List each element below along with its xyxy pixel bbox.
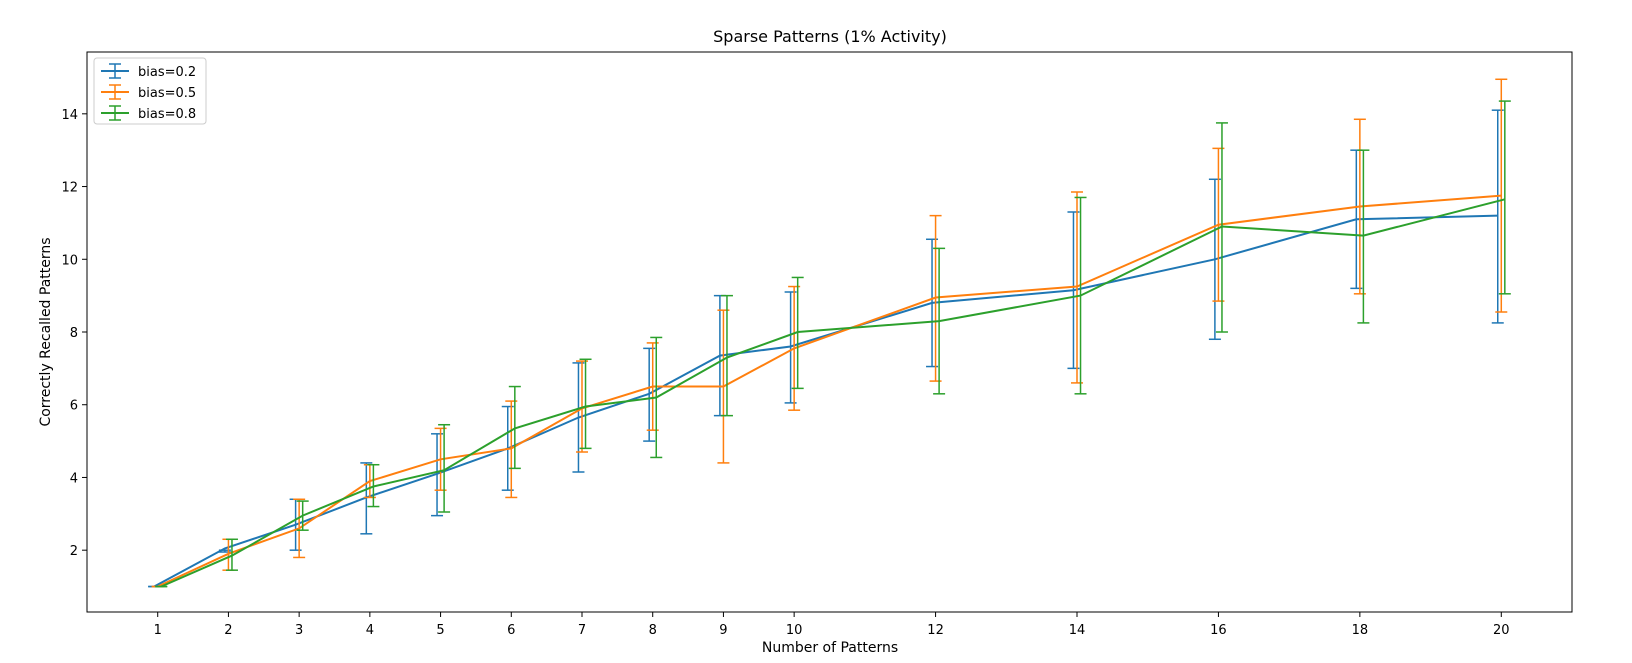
legend-label: bias=0.2 [138, 65, 196, 80]
x-tick-label: 3 [295, 623, 303, 638]
x-tick-label: 5 [436, 623, 444, 638]
legend-item: bias=0.5 [101, 84, 196, 101]
legend-item: bias=0.2 [101, 63, 196, 80]
series-line [157, 194, 1502, 588]
series-2 [151, 78, 1508, 588]
y-tick-label: 8 [70, 326, 78, 341]
x-tick-label: 18 [1352, 623, 1369, 638]
legend-label: bias=0.8 [138, 107, 196, 122]
x-tick-label: 6 [507, 623, 515, 638]
y-tick-label: 4 [70, 471, 78, 486]
y-tick-label: 14 [61, 108, 78, 123]
y-axis: 2 4 6 8 10 12 14 [61, 108, 87, 559]
x-tick-label: 10 [786, 623, 803, 638]
x-tick-label: 20 [1493, 623, 1510, 638]
x-axis: 1 2 3 4 5 6 7 8 9 10 12 14 16 18 20 [154, 612, 1510, 638]
y-tick-label: 2 [70, 544, 78, 559]
x-tick-label: 1 [154, 623, 162, 638]
series-line [160, 198, 1506, 588]
legend-item: bias=0.8 [101, 105, 196, 122]
x-tick-label: 2 [224, 623, 232, 638]
y-tick-label: 6 [70, 399, 78, 414]
x-tick-label: 8 [649, 623, 657, 638]
legend-box [93, 57, 207, 125]
x-tick-label: 4 [366, 623, 374, 638]
x-axis-label: Number of Patterns [762, 640, 898, 656]
x-tick-label: 9 [719, 623, 727, 638]
chart-title: Sparse Patterns (1% Activity) [713, 27, 947, 46]
series-3 [155, 100, 1511, 588]
y-tick-label: 12 [61, 181, 78, 196]
x-tick-label: 16 [1210, 623, 1227, 638]
plot-area [148, 78, 1511, 588]
x-tick-label: 12 [927, 623, 944, 638]
legend: bias=0.2 bias=0.5 bias=0.8 [93, 57, 207, 125]
legend-label: bias=0.5 [138, 86, 196, 101]
x-tick-label: 14 [1069, 623, 1086, 638]
x-tick-label: 7 [578, 623, 586, 638]
y-tick-label: 10 [61, 253, 78, 268]
y-axis-label: Correctly Recalled Patterns [38, 237, 54, 426]
